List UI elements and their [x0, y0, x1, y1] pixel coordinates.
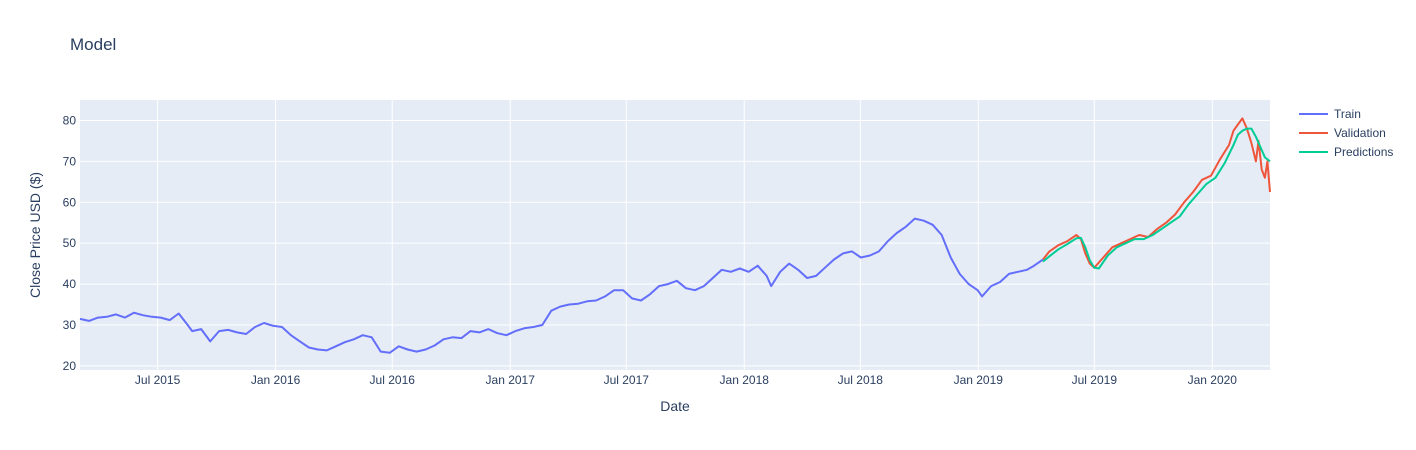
series-line-train[interactable]	[79, 217, 1044, 354]
legend-label-train: Train	[1334, 107, 1361, 121]
y-tick-label: 80	[63, 113, 77, 127]
y-tick-label: 20	[63, 359, 77, 373]
x-tick-label: Jan 2019	[954, 373, 1004, 387]
y-tick-label: 30	[63, 318, 77, 332]
x-tick-label: Jan 2017	[486, 373, 536, 387]
chart-title: Model	[70, 35, 116, 54]
legend-item-predictions[interactable]: Predictions	[1299, 145, 1393, 159]
x-tick-label: Jul 2018	[838, 373, 884, 387]
x-tick-label: Jul 2017	[604, 373, 650, 387]
legend[interactable]: Train Validation Predictions	[1299, 107, 1393, 159]
x-tick-label: Jul 2015	[135, 373, 181, 387]
legend-label-validation: Validation	[1334, 126, 1386, 140]
legend-item-train[interactable]: Train	[1299, 107, 1361, 121]
x-tick-label: Jan 2020	[1188, 373, 1238, 387]
y-tick-label: 40	[63, 277, 77, 291]
grid	[80, 100, 1270, 370]
legend-item-validation[interactable]: Validation	[1299, 126, 1386, 140]
y-axis-title: Close Price USD ($)	[27, 172, 43, 298]
legend-label-predictions: Predictions	[1334, 145, 1393, 159]
tick-labels: 20 30 40 50 60 70 80 Jul 2015 Jan 2016 Jul 2016 Ja…	[63, 113, 1238, 387]
x-tick-label: Jul 2019	[1072, 373, 1118, 387]
series-line-predictions[interactable]	[1042, 127, 1271, 270]
x-axis-title: Date	[660, 398, 690, 414]
plot-background	[80, 100, 1270, 370]
x-tick-label: Jan 2018	[720, 373, 770, 387]
x-tick-label: Jan 2016	[251, 373, 301, 387]
x-tick-label: Jul 2016	[370, 373, 416, 387]
y-tick-label: 50	[63, 236, 77, 250]
y-tick-label: 70	[63, 154, 77, 168]
series-layer	[79, 117, 1271, 354]
y-tick-label: 60	[63, 195, 77, 209]
series-line-validation[interactable]	[1042, 117, 1271, 269]
